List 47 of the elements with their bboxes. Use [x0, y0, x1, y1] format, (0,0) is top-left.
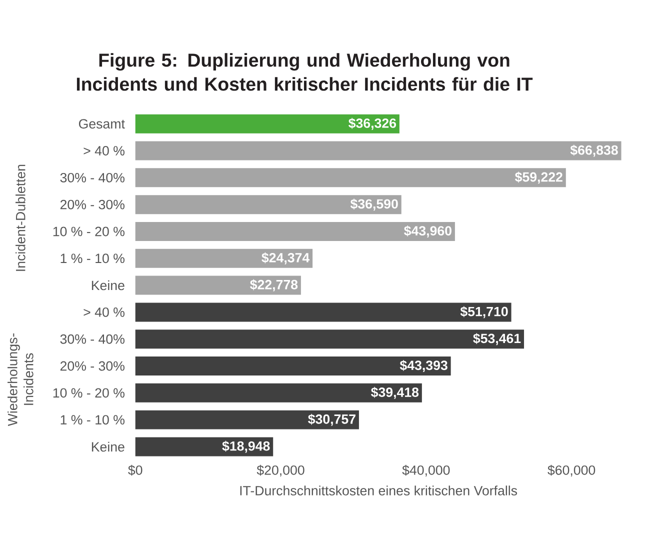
y-tick-label: 20% - 30%: [60, 200, 124, 210]
data-label: $36,590: [350, 198, 398, 211]
x-tick-label: $60,000: [548, 465, 596, 477]
data-label: $51,710: [460, 306, 508, 318]
y-tick-label: 1 % - 10 %: [60, 415, 124, 425]
x-axis-title: IT-Durchschnittskosten eines kritischen Vorfalls: [240, 486, 518, 496]
bar: [135, 222, 455, 242]
bar: [135, 168, 566, 188]
y-tick-label: > 40 %: [84, 146, 124, 156]
y-tick-label: 1 % - 10 %: [60, 254, 124, 264]
data-label: $53,461: [473, 333, 521, 346]
data-label: $66,838: [570, 144, 618, 157]
bar: [135, 330, 524, 349]
data-label: $39,418: [370, 387, 419, 400]
y-tick-label: 10 % - 20 %: [53, 388, 124, 398]
data-label: $22,778: [250, 279, 298, 292]
data-label: $18,948: [222, 440, 270, 453]
data-label: $24,374: [262, 252, 310, 265]
chart-title: Figure 5: Duplizierung und Wiederholung von Incidents und Kosten kritischer Incidents für die IT: [76, 53, 533, 91]
bar: [135, 384, 422, 403]
data-label: $43,393: [400, 360, 448, 372]
data-label: $43,960: [404, 226, 452, 238]
y-tick-label: Keine: [92, 442, 124, 452]
bar: [135, 249, 313, 268]
data-label: $36,326: [348, 118, 396, 130]
x-tick-label: $40,000: [402, 465, 450, 477]
y-tick-label: 20% - 30%: [60, 361, 124, 371]
x-tick-label: $20,000: [256, 465, 304, 477]
text: Wiederholungs-Incidents: [8, 334, 34, 426]
text: Incident-Dubletten: [16, 165, 26, 272]
y-tick-label: > 40 %: [84, 308, 124, 318]
bar: [135, 195, 402, 214]
bar: [135, 141, 622, 160]
bar: [135, 276, 301, 295]
x-tick-label: $0: [128, 465, 142, 476]
bar: [135, 437, 274, 456]
y-tick-label: Gesamt: [78, 119, 125, 129]
y-tick-label: 30% - 40%: [60, 334, 124, 344]
bar: [135, 114, 400, 134]
data-label: $59,222: [514, 172, 562, 184]
y-tick-label: Keine: [92, 280, 124, 290]
bar: [135, 410, 359, 430]
y-tick-label: 30% - 40%: [60, 173, 124, 183]
bar: [135, 302, 512, 322]
data-label: $30,757: [308, 414, 356, 426]
bar: [135, 356, 451, 376]
y-tick-label: 10 % - 20 %: [53, 226, 124, 236]
